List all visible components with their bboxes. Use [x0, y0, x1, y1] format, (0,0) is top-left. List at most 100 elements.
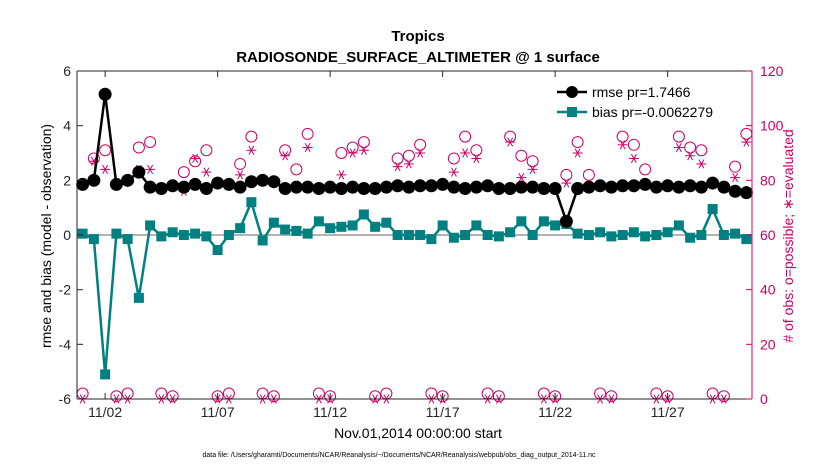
- rmse-point: [233, 180, 247, 194]
- series-possible: [76, 127, 753, 403]
- evaluated-point-stroke: [360, 145, 367, 155]
- evaluated-point-stroke: [405, 159, 412, 169]
- y-tick-right-label: 40: [760, 282, 776, 298]
- x-tick-label: 11/12: [313, 404, 347, 420]
- bias-point: [156, 231, 167, 242]
- rmse-point: [661, 179, 675, 193]
- bias-point: [448, 232, 459, 243]
- bias-point: [88, 234, 99, 245]
- possible-point: [436, 390, 449, 403]
- evaluated-point: [685, 151, 696, 161]
- rmse-point: [604, 180, 618, 194]
- y-tick-right-label: 0: [760, 391, 768, 407]
- bias-point: [268, 217, 279, 228]
- evaluated-point: [505, 137, 516, 147]
- evaluated-point: [617, 140, 628, 150]
- rmse-point: [424, 179, 438, 193]
- legend-rmse-label: rmse pr=1.7466: [592, 84, 691, 100]
- evaluated-point: [460, 148, 471, 158]
- rmse-point: [706, 176, 720, 190]
- evaluated-point-stroke: [687, 151, 694, 161]
- possible-point: [245, 130, 258, 143]
- bias-point: [325, 223, 336, 234]
- rmse-point: [458, 182, 472, 196]
- y-tick-right-label: 60: [760, 227, 776, 243]
- rmse-point: [267, 175, 281, 189]
- bias-point: [302, 228, 313, 239]
- possible-point: [335, 147, 348, 159]
- rmse-point: [593, 179, 607, 193]
- rmse-point: [559, 214, 573, 228]
- bias-point: [583, 230, 594, 240]
- possible-point: [661, 390, 674, 403]
- rmse-point: [571, 182, 585, 196]
- bias-point: [145, 220, 156, 231]
- bias-point: [167, 227, 178, 238]
- bias-point: [482, 230, 493, 240]
- evaluated-point: [235, 170, 246, 180]
- evaluated-point-stroke: [203, 167, 210, 177]
- possible-point: [211, 390, 224, 403]
- rmse-point: [346, 180, 360, 194]
- evaluated-point-stroke: [619, 140, 626, 150]
- bias-point: [370, 221, 381, 232]
- possible-point: [402, 149, 415, 162]
- evaluated-point-stroke: [349, 148, 356, 158]
- bias-point: [673, 220, 684, 231]
- y-tick-right-label: 20: [760, 336, 776, 352]
- bias-point: [572, 228, 583, 239]
- bias-point: [403, 230, 414, 240]
- bias-point: [392, 230, 403, 240]
- bias-point: [685, 232, 696, 243]
- series-bias: [77, 197, 752, 380]
- evaluated-point-stroke: [304, 142, 311, 153]
- possible-point: [290, 163, 303, 176]
- evaluated-point: [358, 145, 369, 155]
- rmse-point: [76, 177, 90, 191]
- evaluated-point: [403, 159, 414, 169]
- rmse-point: [717, 180, 731, 194]
- rmse-point: [503, 182, 517, 196]
- y-tick-label: -4: [59, 336, 72, 352]
- evaluated-point-stroke: [675, 142, 682, 153]
- possible-point: [234, 157, 247, 170]
- evaluated-point: [190, 153, 201, 164]
- evaluated-point-stroke: [529, 164, 536, 174]
- possible-point: [616, 130, 629, 143]
- rmse-point: [188, 177, 202, 191]
- bias-point: [460, 230, 471, 240]
- rmse-point: [514, 180, 528, 194]
- possible-point: [324, 390, 337, 403]
- bias-point: [730, 228, 741, 239]
- rmse-point: [391, 179, 405, 193]
- bias-point: [100, 369, 111, 380]
- rmse-point: [368, 182, 382, 196]
- bias-point: [437, 220, 448, 231]
- evaluated-point-stroke: [507, 137, 514, 147]
- possible-point: [582, 168, 595, 181]
- rmse-point: [334, 182, 348, 196]
- evaluated-point-stroke: [394, 162, 401, 172]
- legend-box: [553, 81, 733, 125]
- possible-point: [110, 390, 123, 403]
- legend: rmse pr=1.7466 bias pr=-0.0062279: [553, 81, 733, 125]
- bias-point: [201, 231, 212, 242]
- evaluated-point: [246, 145, 257, 155]
- bias-point: [718, 230, 729, 240]
- bias-point: [505, 227, 516, 238]
- evaluated-point-stroke: [338, 170, 345, 180]
- evaluated-point-stroke: [147, 164, 154, 174]
- evaluated-point-stroke: [192, 153, 199, 164]
- possible-point: [301, 127, 314, 140]
- y-tick-right-label: 120: [760, 63, 784, 79]
- chart-subtitle: RADIOSONDE_SURFACE_ALTIMETER @ 1 surface: [236, 49, 600, 66]
- evaluated-point: [471, 153, 482, 164]
- x-tick-label: 11/22: [538, 404, 572, 420]
- possible-point: [695, 144, 708, 157]
- legend-bias-marker: [567, 107, 577, 117]
- evaluated-point: [100, 164, 111, 174]
- possible-point: [470, 144, 483, 157]
- rmse-point: [537, 182, 551, 196]
- x-axis-label: Nov.01,2014 00:00:00 start: [334, 425, 502, 441]
